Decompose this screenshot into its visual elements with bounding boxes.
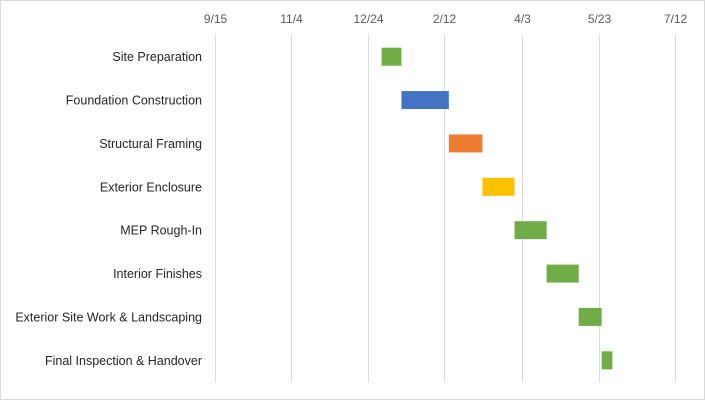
x-tick-label: 12/24 xyxy=(353,12,383,26)
task-label: Site Preparation xyxy=(112,50,202,64)
task-bar xyxy=(401,91,449,110)
task-label: MEP Rough-In xyxy=(120,224,202,238)
task-bar xyxy=(514,221,547,240)
task-label: Exterior Enclosure xyxy=(100,180,202,194)
x-tick-label: 4/3 xyxy=(514,12,531,26)
x-tick-label: 5/23 xyxy=(588,12,612,26)
x-tick-label: 9/15 xyxy=(204,12,228,26)
x-tick-label: 11/4 xyxy=(280,12,303,26)
task-label: Structural Framing xyxy=(99,137,202,151)
task-bar xyxy=(482,177,515,196)
task-bar xyxy=(546,264,579,283)
x-tick-label: 7/12 xyxy=(664,12,688,26)
task-label: Final Inspection & Handover xyxy=(45,354,202,368)
x-tick-label: 2/12 xyxy=(433,12,457,26)
task-bar xyxy=(448,134,483,153)
task-bar xyxy=(578,307,602,326)
task-bar xyxy=(381,47,402,66)
task-label: Exterior Site Work & Landscaping xyxy=(15,310,202,324)
task-label: Interior Finishes xyxy=(113,267,202,281)
task-label: Foundation Construction xyxy=(66,94,202,108)
task-bar xyxy=(601,351,613,370)
